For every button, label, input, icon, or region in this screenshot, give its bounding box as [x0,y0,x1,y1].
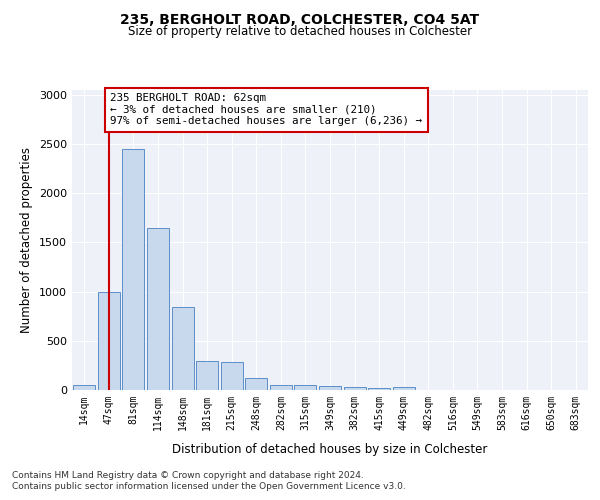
Bar [221,362,243,390]
Y-axis label: Number of detached properties: Number of detached properties [20,147,34,333]
Text: 235, BERGHOLT ROAD, COLCHESTER, CO4 5AT: 235, BERGHOLT ROAD, COLCHESTER, CO4 5AT [121,12,479,26]
Bar [245,378,268,390]
Bar [392,386,415,390]
Bar [172,308,194,390]
Bar [344,387,365,390]
Text: 235 BERGHOLT ROAD: 62sqm
← 3% of detached houses are smaller (210)
97% of semi-d: 235 BERGHOLT ROAD: 62sqm ← 3% of detache… [110,93,422,126]
Bar [270,384,292,390]
Bar [147,228,169,390]
Bar [319,386,341,390]
Bar [196,362,218,390]
Bar [295,385,316,390]
Bar [122,149,145,390]
Text: Distribution of detached houses by size in Colchester: Distribution of detached houses by size … [172,442,488,456]
Text: Contains public sector information licensed under the Open Government Licence v3: Contains public sector information licen… [12,482,406,491]
Bar [98,292,120,390]
Text: Contains HM Land Registry data © Crown copyright and database right 2024.: Contains HM Land Registry data © Crown c… [12,471,364,480]
Bar [73,384,95,390]
Text: Size of property relative to detached houses in Colchester: Size of property relative to detached ho… [128,25,472,38]
Bar [368,388,390,390]
